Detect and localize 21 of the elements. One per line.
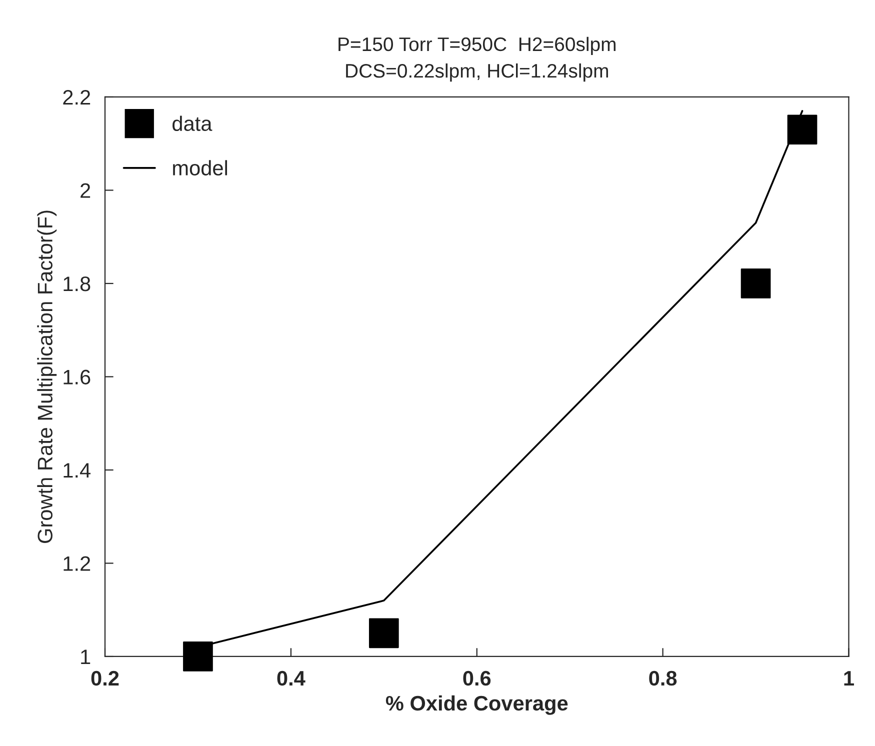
x-tick-label: 0.2: [91, 670, 119, 686]
point: [368, 618, 399, 648]
point: [787, 114, 818, 145]
x-axis-title: % Oxide Coverage: [386, 695, 568, 715]
y-tick-label: 1.6: [64, 370, 90, 384]
x-tick-label: 1: [844, 671, 854, 686]
y-tick-label: 1: [81, 650, 90, 664]
x-tick-label: 0.8: [649, 670, 677, 686]
x-tick-label: 0.6: [463, 670, 491, 686]
chart-title: P=150 Torr T=950C H2=60slpm DCS=0.22slpm, HCl=1.24slpm: [338, 36, 616, 82]
legend-label: data: [172, 116, 212, 132]
x-tick-label: 0.4: [277, 670, 306, 686]
y-axis-title: Growth Rate Multiplication Factor(F): [37, 210, 57, 543]
y-tick-label: 1.4: [64, 463, 91, 478]
y-tick-label: 1.8: [64, 276, 90, 292]
point: [740, 268, 771, 298]
y-tick-label: 2.2: [63, 90, 90, 105]
point: [183, 642, 213, 672]
y-tick-label: 1.2: [64, 556, 90, 571]
legend-label: model: [173, 160, 228, 176]
y-tick-label: 2: [80, 183, 90, 198]
